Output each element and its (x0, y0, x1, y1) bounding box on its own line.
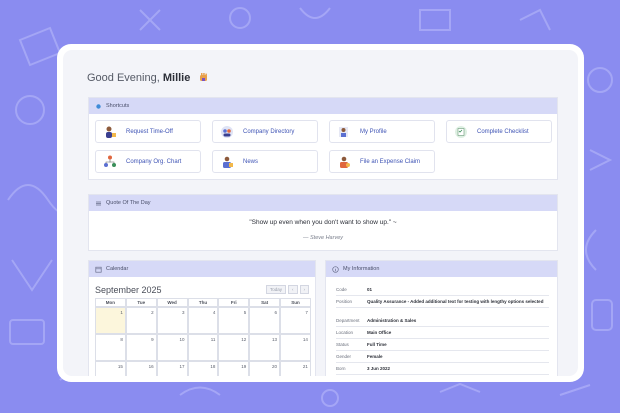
quote-title: Quote Of The Day (106, 200, 151, 206)
calendar-panel: Calendar September 2025 Today ‹ › Mon Tu… (88, 260, 316, 376)
dot-icon (96, 103, 101, 109)
calendar-day[interactable]: 19 (218, 361, 250, 376)
calendar-day[interactable]: 18 (187, 361, 219, 376)
greeting-name: Millie (162, 72, 191, 84)
weekday-tue: Tue (125, 298, 157, 307)
calendar-nav: Today ‹ › (265, 285, 309, 294)
info-row-department: Department Administration & Sales (336, 318, 549, 327)
browser-frame: Good Evening, Millie Shortcuts (57, 44, 584, 382)
shortcut-request-time-off[interactable]: Request Time-Off (95, 120, 201, 143)
shortcut-company-org-chart[interactable]: Company Org. Chart (95, 150, 201, 173)
weekday-sun: Sun (280, 298, 311, 307)
calendar-day[interactable]: 15 (95, 361, 126, 376)
today-button[interactable]: Today (265, 285, 286, 294)
quote-text: "Show up even when you don't want to sho… (249, 219, 397, 226)
info-row-code: Code 01 (336, 287, 549, 296)
quote-list-icon (96, 201, 101, 205)
news-person-icon (223, 156, 233, 168)
next-month-button[interactable]: › (299, 285, 309, 294)
time-off-person-icon (106, 126, 116, 138)
calendar-day[interactable]: 4 (187, 307, 219, 334)
calendar-day-today[interactable]: 1 (95, 307, 126, 334)
calendar-icon (95, 266, 102, 273)
my-information-title: My Information (343, 266, 380, 272)
info-row-location: Location Main Office (336, 330, 549, 339)
greeting: Good Evening, Millie (87, 72, 209, 84)
calendar-day[interactable]: 5 (218, 307, 250, 334)
profile-person-icon (339, 126, 348, 137)
info-row-status: Status Full Time (336, 342, 549, 351)
greeting-prefix: Good Evening, (87, 72, 160, 84)
weekday-mon: Mon (95, 298, 126, 307)
calendar-day[interactable]: 6 (249, 307, 281, 334)
checklist-icon (455, 125, 467, 138)
calendar-day[interactable]: 2 (125, 307, 157, 334)
quote-panel: Quote Of The Day "Show up even when you … (88, 194, 558, 251)
expense-claim-icon (340, 156, 350, 168)
directory-people-icon (221, 125, 233, 138)
info-row-born: Born 3 Jun 2022 (336, 366, 549, 375)
calendar-day[interactable]: 3 (156, 307, 188, 334)
calendar-header: Calendar (89, 261, 315, 277)
calendar-weekday-row: Mon Tue Wed Thu Fri Sat Sun (95, 298, 311, 307)
info-row-position: Position Quality Assurance - Added addit… (336, 299, 549, 308)
calendar-day[interactable]: 14 (280, 334, 311, 361)
my-information-header: My Information (326, 261, 557, 277)
calendar-week: 1 2 3 4 5 6 7 (95, 307, 311, 334)
calendar-day[interactable]: 10 (156, 334, 188, 361)
calendar-day[interactable]: 7 (280, 307, 311, 334)
calendar-day[interactable]: 8 (95, 334, 126, 361)
shortcut-news[interactable]: News (212, 150, 318, 173)
quote-header: Quote Of The Day (89, 195, 557, 211)
calendar-day[interactable]: 12 (218, 334, 250, 361)
calendar-week: 8 9 10 11 12 13 14 (95, 334, 311, 361)
org-chart-icon (104, 155, 116, 167)
quote-author: — Steve Harvey (302, 235, 344, 241)
calendar-day[interactable]: 9 (125, 334, 157, 361)
weekday-sat: Sat (249, 298, 281, 307)
shortcuts-panel: Shortcuts Request Time-Off Company Direc… (88, 97, 558, 180)
dashboard: Good Evening, Millie Shortcuts (63, 50, 578, 376)
my-information-panel: My Information Code 01 Position Quality … (325, 260, 558, 376)
calendar-week: 15 16 17 18 19 20 21 (95, 361, 311, 376)
calendar-day[interactable]: 21 (280, 361, 311, 376)
wave-hand-icon (200, 73, 208, 81)
info-icon (332, 265, 339, 273)
weekday-wed: Wed (156, 298, 188, 307)
calendar-day[interactable]: 13 (249, 334, 281, 361)
shortcut-my-profile[interactable]: My Profile (329, 120, 435, 143)
calendar-grid: Mon Tue Wed Thu Fri Sat Sun 1 2 3 4 5 6 … (95, 298, 311, 376)
shortcut-company-directory[interactable]: Company Directory (212, 120, 318, 143)
calendar-month: September 2025 (95, 285, 162, 295)
calendar-day[interactable]: 11 (187, 334, 219, 361)
info-row-gender: Gender Female (336, 354, 549, 363)
shortcut-file-expense-claim[interactable]: File an Expense Claim (329, 150, 435, 173)
shortcut-complete-checklist[interactable]: Complete Checklist (446, 120, 552, 143)
shortcuts-header: Shortcuts (89, 98, 557, 114)
calendar-day[interactable]: 20 (249, 361, 281, 376)
weekday-fri: Fri (218, 298, 250, 307)
shortcuts-title: Shortcuts (106, 103, 130, 109)
shortcuts-grid: Request Time-Off Company Directory My Pr… (89, 114, 557, 180)
calendar-day[interactable]: 17 (156, 361, 188, 376)
weekday-thu: Thu (187, 298, 219, 307)
calendar-title: Calendar (106, 266, 129, 272)
calendar-day[interactable]: 16 (125, 361, 157, 376)
prev-month-button[interactable]: ‹ (288, 285, 298, 294)
